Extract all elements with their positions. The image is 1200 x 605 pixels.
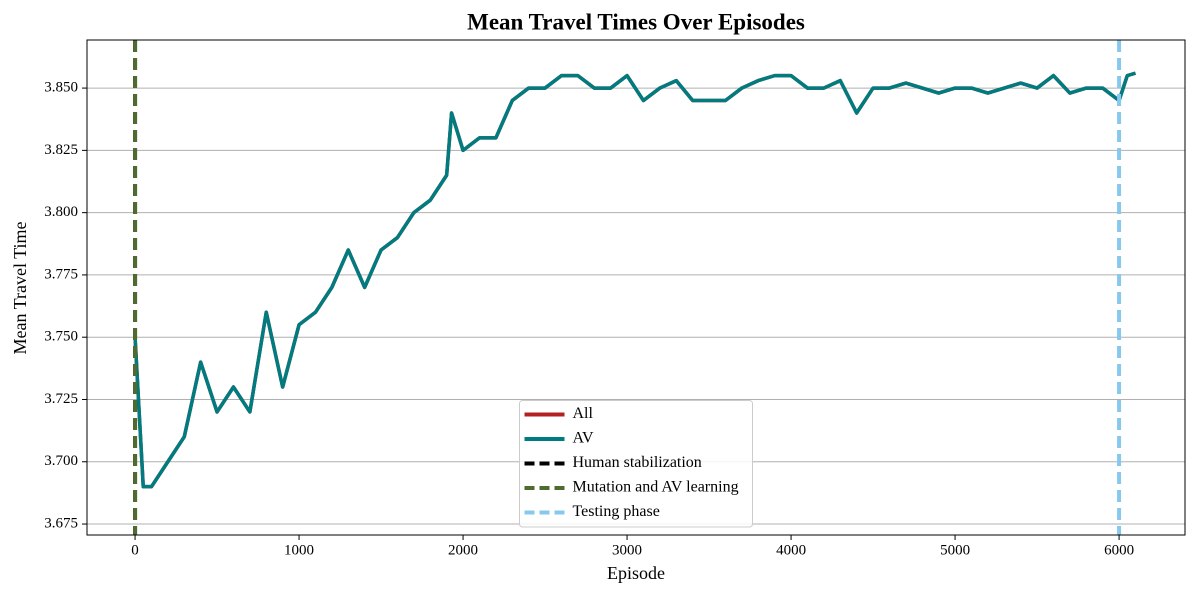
y-axis-label: Mean Travel Time (10, 221, 30, 354)
legend-label: All (573, 405, 594, 422)
y-tick-label: 3.825 (44, 142, 78, 158)
y-tick-label: 3.700 (44, 453, 78, 469)
y-tick-label: 3.800 (44, 204, 78, 220)
plot-frame (86, 39, 1186, 536)
y-tick-label: 3.850 (44, 80, 78, 96)
x-tick-label: 6000 (1104, 542, 1134, 558)
legend-box (519, 400, 753, 528)
legend-label: Testing phase (573, 503, 660, 520)
legend-label: AV (573, 430, 594, 447)
x-axis-label: Episode (607, 563, 665, 583)
x-tick-label: 4000 (776, 542, 806, 558)
y-tick-label: 3.750 (44, 329, 78, 345)
x-tick-label: 3000 (612, 542, 642, 558)
x-tick-label: 1000 (284, 542, 314, 558)
y-tick-label: 3.775 (44, 266, 78, 282)
legend-label: Mutation and AV learning (573, 479, 739, 496)
x-tick-label: 5000 (940, 542, 970, 558)
chart-title: Mean Travel Times Over Episodes (467, 9, 805, 34)
x-tick-label: 0 (131, 542, 139, 558)
series-line (133, 71, 1136, 489)
legend-label: Human stabilization (573, 454, 702, 471)
y-tick-label: 3.725 (44, 391, 78, 407)
y-tick-label: 3.675 (44, 515, 78, 531)
x-tick-label: 2000 (448, 542, 478, 558)
